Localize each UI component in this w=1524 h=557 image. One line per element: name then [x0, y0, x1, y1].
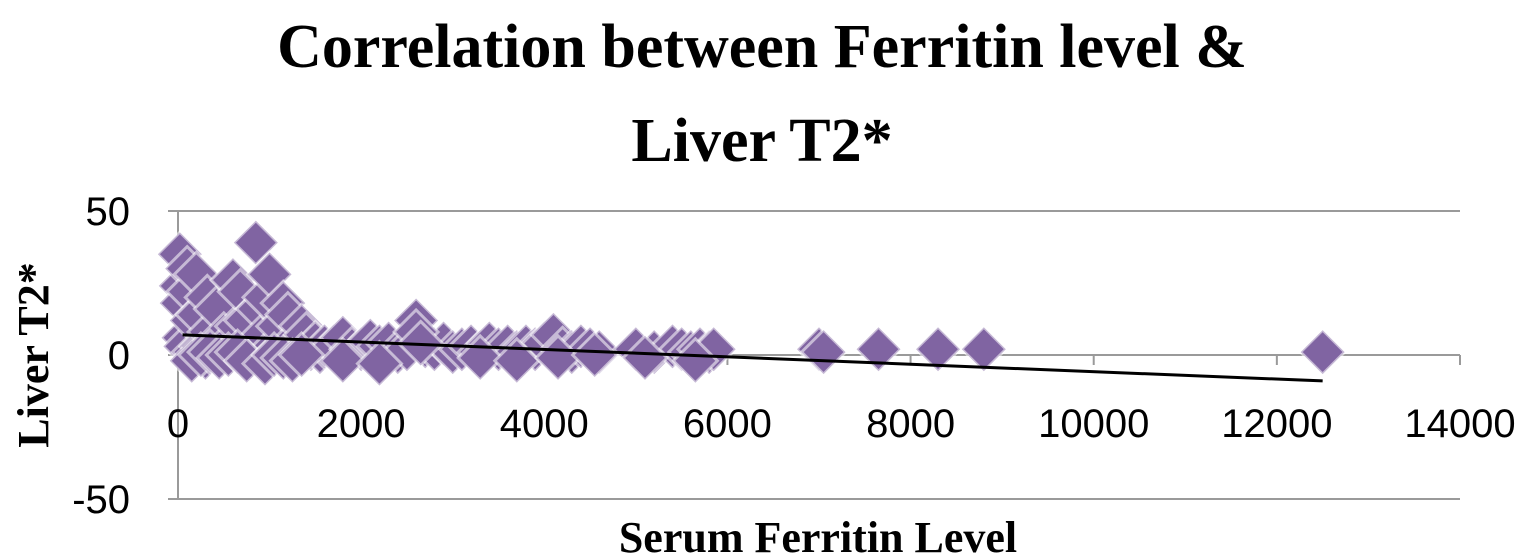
data-points — [155, 218, 1347, 388]
x-tick-label: 8000 — [866, 402, 955, 446]
x-tick-label: 12000 — [1221, 402, 1332, 446]
data-point — [1298, 327, 1347, 377]
x-tick-label: 2000 — [317, 402, 406, 446]
y-tick-label: 0 — [108, 334, 130, 378]
y-tick-label: 50 — [86, 190, 131, 234]
data-point — [799, 327, 848, 377]
y-axis-title: Liver T2* — [9, 262, 58, 447]
y-tick-label: -50 — [72, 478, 130, 522]
data-point — [671, 336, 720, 385]
tick-labels: 0 2000 4000 6000 8000 10000 12000 14000 50 0 -50 — [72, 190, 1515, 522]
x-tick-label: 0 — [167, 402, 189, 446]
data-point — [913, 325, 963, 374]
data-point — [355, 339, 404, 388]
data-point — [959, 325, 1008, 374]
data-point — [570, 330, 619, 380]
chart-title-line-2: Liver T2* — [631, 107, 893, 175]
x-tick-label: 6000 — [683, 402, 772, 446]
data-point — [854, 325, 903, 374]
x-tick-label: 14000 — [1404, 402, 1515, 446]
trendline — [182, 333, 1323, 383]
data-point — [318, 336, 367, 385]
gridlines — [178, 210, 1460, 500]
chart-title-line-1: Correlation between Ferritin level & — [277, 13, 1247, 81]
chart-title: Correlation between Ferritin level & Liv… — [0, 0, 1524, 188]
data-point — [620, 333, 670, 383]
trendline-group — [182, 333, 1323, 383]
x-tick-label: 10000 — [1038, 402, 1149, 446]
data-point — [277, 330, 326, 380]
x-tick-label: 4000 — [500, 402, 589, 446]
x-axis-title: Serum Ferritin Level — [619, 513, 1017, 557]
